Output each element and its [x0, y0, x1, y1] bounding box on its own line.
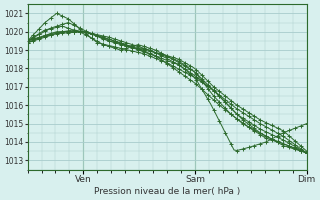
X-axis label: Pression niveau de la mer( hPa ): Pression niveau de la mer( hPa ) [94, 187, 240, 196]
